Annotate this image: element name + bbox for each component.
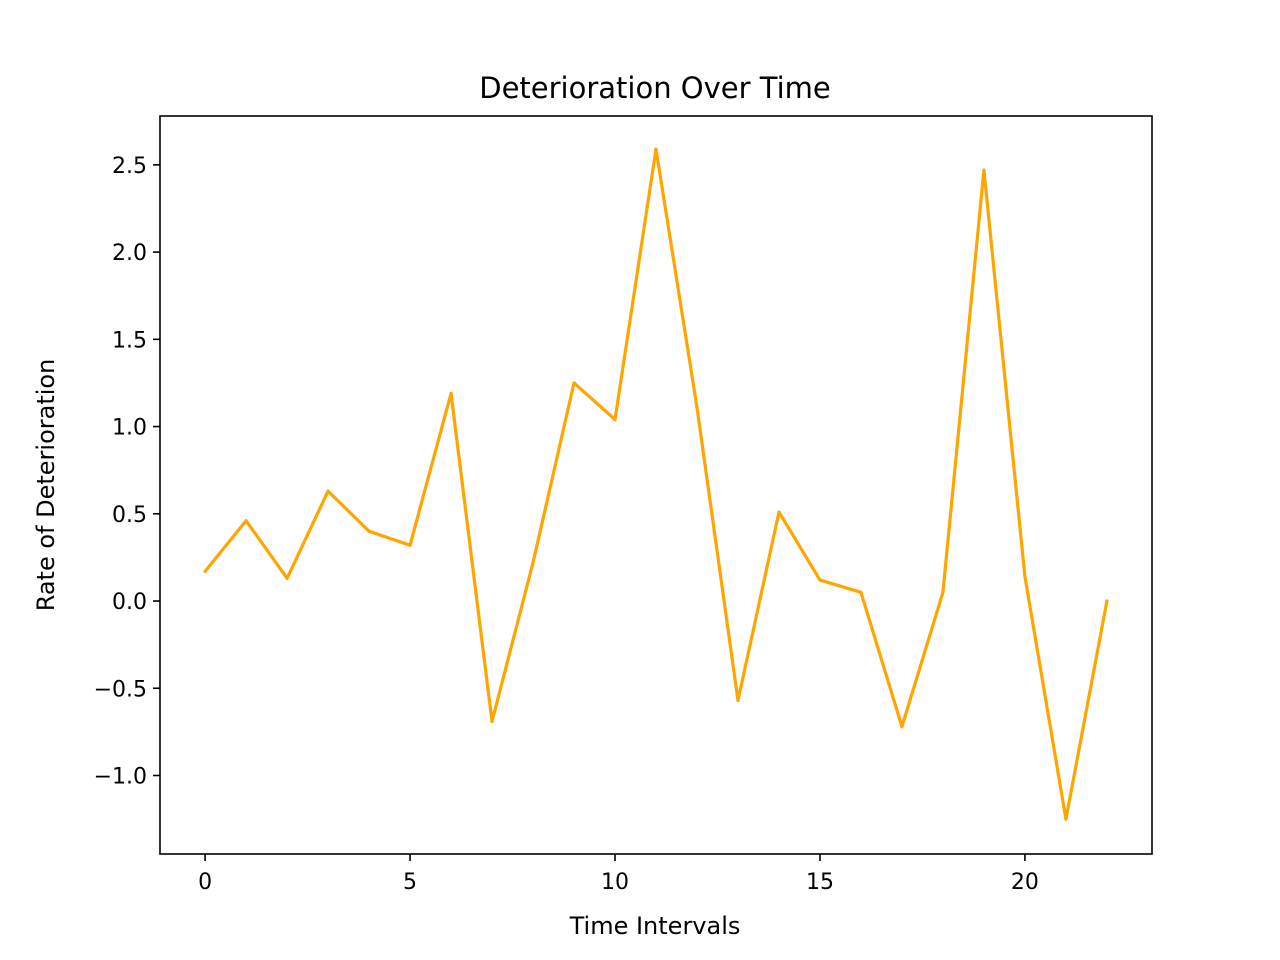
x-tick-label: 0 (198, 870, 212, 895)
y-tick-label: −0.5 (94, 677, 147, 702)
data-point (859, 590, 863, 594)
series-line (203, 147, 1109, 821)
data-point (941, 590, 945, 594)
data-point (285, 576, 289, 580)
y-tick-label: 0.5 (112, 503, 147, 528)
axis-ticks: 0 5 10 15 20 −1.0 −0.5 0.0 0.5 1.0 1.5 2.0 2.5 (94, 154, 1039, 895)
data-point (613, 417, 617, 422)
data-point (572, 381, 576, 385)
y-tick-label: 1.5 (112, 328, 147, 353)
y-axis-label: Rate of Deterioration (32, 359, 60, 612)
chart-title: Deterioration Over Time (479, 71, 831, 105)
y-tick-label: 1.0 (112, 416, 147, 441)
data-point (449, 391, 453, 396)
data-point (490, 719, 494, 724)
data-point (818, 578, 822, 582)
data-point (203, 569, 207, 573)
data-point (736, 698, 740, 703)
y-tick-label: 2.0 (112, 241, 147, 266)
x-tick-label: 5 (403, 870, 417, 895)
plot-frame (159, 115, 1153, 855)
data-point (1023, 574, 1027, 579)
data-point (1064, 817, 1068, 821)
x-tick-label: 10 (601, 870, 629, 895)
series-layer (203, 147, 1109, 821)
data-point (695, 405, 699, 409)
data-point (326, 489, 330, 493)
data-point (654, 147, 658, 151)
data-point (408, 543, 412, 547)
data-point (777, 510, 781, 514)
x-axis-label: Time Intervals (569, 912, 741, 940)
data-point (1105, 599, 1109, 603)
y-tick-label: 0.0 (112, 590, 147, 615)
y-tick-label: −1.0 (94, 764, 147, 789)
x-tick-label: 20 (1011, 870, 1039, 895)
data-point (531, 561, 535, 565)
data-point (367, 529, 371, 533)
x-tick-label: 15 (806, 870, 834, 895)
data-point (244, 519, 248, 523)
y-tick-label: 2.5 (112, 154, 147, 179)
data-point (982, 168, 986, 172)
data-point (900, 725, 904, 729)
